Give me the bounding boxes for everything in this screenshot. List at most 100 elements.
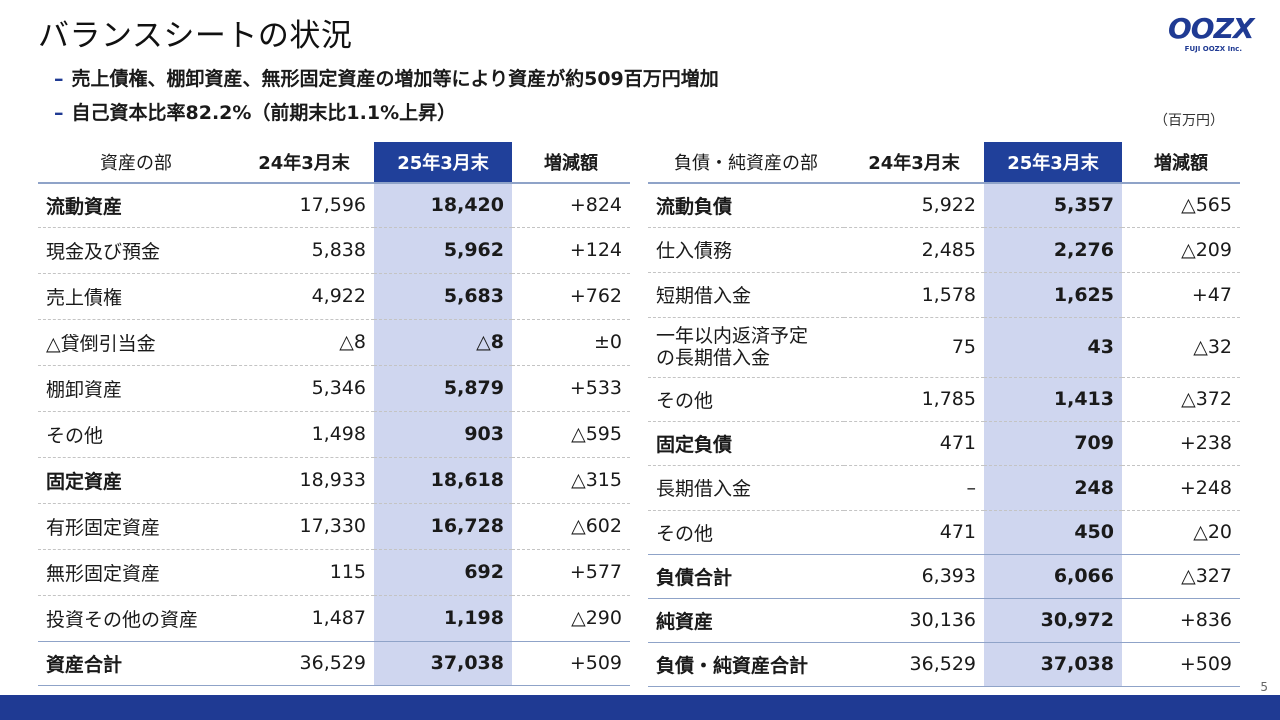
table-header-row: 資産の部 24年3月末 25年3月末 増減額 <box>38 142 630 184</box>
table-row-total: 負債・純資産合計 36,529 37,038 +509 <box>648 642 1240 687</box>
current-value: 18,618 <box>374 457 512 504</box>
prev-value: △8 <box>234 319 374 366</box>
current-value: 450 <box>984 510 1122 555</box>
prev-value: 5,346 <box>234 365 374 412</box>
row-label: その他 <box>648 377 844 422</box>
current-value: 5,683 <box>374 273 512 320</box>
prev-value: 75 <box>844 317 984 378</box>
current-value: 43 <box>984 317 1122 378</box>
unit-label: （百万円） <box>1154 113 1224 129</box>
table-row: 流動負債 5,922 5,357 △565 <box>648 183 1240 228</box>
table-row: 売上債権 4,922 5,683 +762 <box>38 273 630 320</box>
change-value: △602 <box>512 503 630 550</box>
bullet-text: 自己資本比率82.2%（前期末比1.1%上昇） <box>71 102 457 124</box>
table-row: 一年以内返済予定 の長期借入金 75 43 △32 <box>648 317 1240 378</box>
column-header: 資産の部 <box>38 142 234 184</box>
current-value: 6,066 <box>984 554 1122 599</box>
table-row: その他 1,498 903 △595 <box>38 411 630 458</box>
summary-bullet-2: – 自己資本比率82.2%（前期末比1.1%上昇） <box>54 98 456 125</box>
prev-value: 471 <box>844 510 984 555</box>
current-value: 37,038 <box>984 642 1122 687</box>
change-value: +509 <box>512 641 630 686</box>
current-value: 5,962 <box>374 227 512 274</box>
prev-value: 36,529 <box>234 641 374 686</box>
change-value: +124 <box>512 227 630 274</box>
current-value: 37,038 <box>374 641 512 686</box>
row-label: その他 <box>648 510 844 555</box>
change-value: △20 <box>1122 510 1240 555</box>
company-logo: OOZX FUJI OOZX Inc. <box>1168 14 1260 60</box>
row-label: 固定資産 <box>38 457 234 504</box>
current-value: 2,276 <box>984 227 1122 273</box>
table-row: 長期借入金 – 248 +248 <box>648 465 1240 511</box>
table-row: 仕入債務 2,485 2,276 △209 <box>648 227 1240 273</box>
current-value: 248 <box>984 465 1122 511</box>
table-row: 短期借入金 1,578 1,625 +47 <box>648 272 1240 318</box>
row-label: 資産合計 <box>38 641 234 686</box>
change-value: +533 <box>512 365 630 412</box>
change-value: △595 <box>512 411 630 458</box>
prev-value: 5,838 <box>234 227 374 274</box>
logo-subtext: FUJI OOZX Inc. <box>1184 45 1242 53</box>
prev-value: 2,485 <box>844 227 984 273</box>
current-value: 1,413 <box>984 377 1122 422</box>
footer-bar <box>0 695 1280 720</box>
column-header-current: 25年3月末 <box>984 142 1122 184</box>
row-label-line: 一年以内返済予定 <box>656 325 809 347</box>
row-label: 長期借入金 <box>648 465 844 511</box>
row-label: 固定負債 <box>648 421 844 466</box>
table-row-total: 負債合計 6,393 6,066 △327 <box>648 554 1240 599</box>
summary-bullet-1: – 売上債権、棚卸資産、無形固定資産の増加等により資産が約509百万円増加 <box>54 64 719 91</box>
prev-value: 17,596 <box>234 183 374 228</box>
table-row: その他 471 450 △20 <box>648 510 1240 555</box>
change-value: △565 <box>1122 183 1240 228</box>
table-row: 投資その他の資産 1,487 1,198 △290 <box>38 595 630 642</box>
change-value: ±0 <box>512 319 630 366</box>
column-header: 24年3月末 <box>844 142 984 184</box>
change-value: +824 <box>512 183 630 228</box>
row-label-line: の長期借入金 <box>656 347 771 369</box>
change-value: +836 <box>1122 598 1240 643</box>
prev-value: 115 <box>234 549 374 596</box>
row-label: 投資その他の資産 <box>38 595 234 642</box>
table-row: 固定資産 18,933 18,618 △315 <box>38 457 630 504</box>
row-label: 流動負債 <box>648 183 844 228</box>
current-value: 1,198 <box>374 595 512 642</box>
change-value: △315 <box>512 457 630 504</box>
current-value: 692 <box>374 549 512 596</box>
row-label: 有形固定資産 <box>38 503 234 550</box>
change-value: △372 <box>1122 377 1240 422</box>
current-value: 709 <box>984 421 1122 466</box>
liabilities-table: 負債・純資産の部 24年3月末 25年3月末 増減額 流動負債 5,922 5,… <box>648 142 1240 687</box>
row-label: 無形固定資産 <box>38 549 234 596</box>
row-label: 一年以内返済予定 の長期借入金 <box>648 317 844 378</box>
change-value: +762 <box>512 273 630 320</box>
table-row: 流動資産 17,596 18,420 +824 <box>38 183 630 228</box>
current-value: 1,625 <box>984 272 1122 318</box>
row-label: 流動資産 <box>38 183 234 228</box>
table-header-row: 負債・純資産の部 24年3月末 25年3月末 増減額 <box>648 142 1240 184</box>
row-label: 仕入債務 <box>648 227 844 273</box>
column-header: 24年3月末 <box>234 142 374 184</box>
assets-table: 資産の部 24年3月末 25年3月末 増減額 流動資産 17,596 18,42… <box>38 142 630 686</box>
change-value: △290 <box>512 595 630 642</box>
prev-value: 1,498 <box>234 411 374 458</box>
row-label: その他 <box>38 411 234 458</box>
row-label: 現金及び預金 <box>38 227 234 274</box>
prev-value: 1,785 <box>844 377 984 422</box>
table-row: △貸倒引当金 △8 △8 ±0 <box>38 319 630 366</box>
current-value: 903 <box>374 411 512 458</box>
column-header: 負債・純資産の部 <box>648 142 844 184</box>
bullet-marker: – <box>54 68 64 90</box>
prev-value: 18,933 <box>234 457 374 504</box>
row-label: △貸倒引当金 <box>38 319 234 366</box>
current-value: △8 <box>374 319 512 366</box>
table-row: 現金及び預金 5,838 5,962 +124 <box>38 227 630 274</box>
column-header: 増減額 <box>1122 142 1240 184</box>
change-value: +238 <box>1122 421 1240 466</box>
prev-value: 5,922 <box>844 183 984 228</box>
prev-value: 471 <box>844 421 984 466</box>
change-value: △327 <box>1122 554 1240 599</box>
table-row-total: 資産合計 36,529 37,038 +509 <box>38 641 630 686</box>
prev-value: 6,393 <box>844 554 984 599</box>
